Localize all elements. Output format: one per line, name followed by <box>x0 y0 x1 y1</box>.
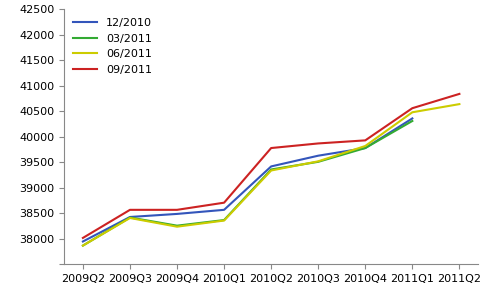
Line: 06/2011: 06/2011 <box>83 104 459 246</box>
03/2011 <box>409 119 415 123</box>
09/2011 <box>127 208 133 212</box>
03/2011 <box>127 216 133 219</box>
06/2011 <box>362 144 368 148</box>
09/2011 <box>174 208 180 212</box>
06/2011 <box>409 110 415 114</box>
09/2011 <box>221 201 227 205</box>
06/2011 <box>221 219 227 223</box>
12/2010 <box>315 154 321 157</box>
03/2011 <box>221 218 227 222</box>
06/2011 <box>268 169 274 172</box>
06/2011 <box>457 102 462 106</box>
06/2011 <box>80 244 86 247</box>
09/2011 <box>362 139 368 142</box>
09/2011 <box>315 142 321 145</box>
Line: 09/2011: 09/2011 <box>83 94 459 238</box>
Line: 03/2011: 03/2011 <box>83 121 412 246</box>
09/2011 <box>80 236 86 240</box>
06/2011 <box>127 216 133 220</box>
09/2011 <box>457 92 462 96</box>
12/2010 <box>80 240 86 243</box>
03/2011 <box>362 146 368 150</box>
06/2011 <box>174 225 180 229</box>
Legend: 12/2010, 03/2011, 06/2011, 09/2011: 12/2010, 03/2011, 06/2011, 09/2011 <box>70 15 156 78</box>
12/2010 <box>409 117 415 120</box>
06/2011 <box>315 160 321 163</box>
Line: 12/2010: 12/2010 <box>83 119 412 241</box>
09/2011 <box>268 146 274 150</box>
03/2011 <box>315 160 321 164</box>
12/2010 <box>174 212 180 216</box>
12/2010 <box>221 208 227 212</box>
09/2011 <box>409 106 415 110</box>
03/2011 <box>174 224 180 227</box>
12/2010 <box>268 164 274 168</box>
12/2010 <box>127 215 133 219</box>
03/2011 <box>268 168 274 171</box>
03/2011 <box>80 244 86 247</box>
12/2010 <box>362 146 368 150</box>
